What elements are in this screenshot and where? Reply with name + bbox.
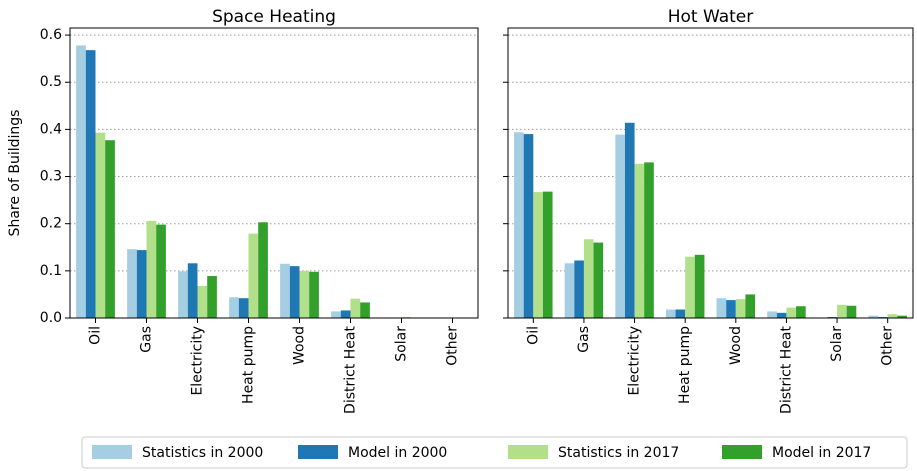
legend-label: Statistics in 2017 (558, 445, 679, 461)
legend-swatch (508, 445, 548, 459)
bar (767, 311, 777, 318)
bar (897, 315, 907, 318)
x-tick-label: District Heat (778, 325, 794, 413)
bar (583, 239, 594, 318)
x-tick-label: Electricity (190, 326, 206, 396)
bar (127, 249, 137, 318)
y-tick-label: 0.1 (40, 263, 62, 279)
y-tick-label: 0.2 (40, 216, 62, 232)
x-tick-label: Oil (88, 326, 104, 345)
bar (309, 271, 319, 318)
x-tick-label: Other (445, 326, 461, 366)
x-tick-label: Heat pump (677, 326, 693, 404)
bar (523, 134, 534, 318)
x-tick-label: District Heat (343, 325, 359, 413)
bar (340, 310, 351, 318)
plot-frame (507, 27, 914, 319)
bar (156, 224, 166, 318)
bar (76, 45, 86, 319)
legend-swatch (722, 445, 762, 459)
bar (331, 311, 341, 318)
chart-title: Hot Water (668, 7, 754, 27)
chart-title: Space Heating (212, 7, 336, 27)
bar (248, 233, 259, 318)
x-tick-label: Gas (139, 326, 155, 353)
bar (624, 122, 635, 318)
bar (694, 254, 705, 318)
bar (533, 192, 543, 318)
bar (574, 260, 584, 318)
bar (514, 132, 524, 318)
x-tick-label: Wood (728, 326, 744, 365)
x-tick-label: Solar (829, 326, 845, 362)
bar (665, 309, 676, 318)
bar (350, 298, 361, 318)
bar (542, 191, 553, 318)
bar (207, 276, 217, 318)
bar (846, 305, 857, 318)
x-tick-label: Gas (576, 326, 592, 353)
x-tick-label: Wood (292, 326, 308, 365)
bar (675, 309, 686, 318)
x-tick-label: Heat pump (241, 326, 257, 404)
bar (197, 285, 208, 318)
bar (615, 134, 625, 318)
bar (644, 162, 654, 318)
y-tick-label: 0.5 (40, 74, 62, 90)
bar (716, 298, 727, 318)
bar (786, 307, 797, 318)
bar (146, 220, 157, 318)
bar (299, 270, 310, 318)
bar (95, 132, 106, 318)
x-tick-label: Solar (394, 326, 410, 362)
bar (289, 266, 300, 318)
y-tick-label: 0.6 (40, 27, 62, 43)
y-tick-label: 0.3 (40, 169, 62, 185)
y-tick-label: 0.0 (40, 310, 62, 326)
bar (136, 250, 147, 318)
legend-swatch (92, 445, 132, 459)
x-tick-label: Other (880, 326, 896, 366)
legend-label: Statistics in 2000 (142, 445, 263, 461)
bar (685, 256, 695, 318)
x-tick-label: Oil (525, 326, 541, 345)
legend-label: Model in 2017 (772, 445, 871, 461)
bar (178, 271, 188, 318)
plot-frame (69, 27, 479, 319)
bar (868, 315, 879, 318)
bar (634, 163, 645, 318)
bar (593, 242, 604, 318)
y-tick-label: 0.4 (40, 121, 62, 137)
bar (238, 298, 249, 318)
bar (360, 302, 370, 318)
bar (726, 300, 736, 318)
bar (776, 312, 787, 318)
x-tick-label: Electricity (627, 326, 643, 396)
bar (796, 306, 806, 318)
bar (85, 50, 96, 319)
legend-swatch (298, 445, 338, 459)
bar (187, 263, 198, 318)
bar (105, 140, 115, 318)
bar (745, 294, 756, 318)
bar (735, 299, 746, 318)
legend-label: Model in 2000 (348, 445, 447, 461)
legend (81, 436, 908, 469)
bar (229, 297, 239, 318)
bar (564, 263, 575, 318)
bar (837, 304, 847, 318)
bar (258, 222, 268, 318)
bar (280, 263, 290, 318)
bar (887, 314, 898, 318)
y-axis-label: Share of Buildings (7, 110, 23, 237)
